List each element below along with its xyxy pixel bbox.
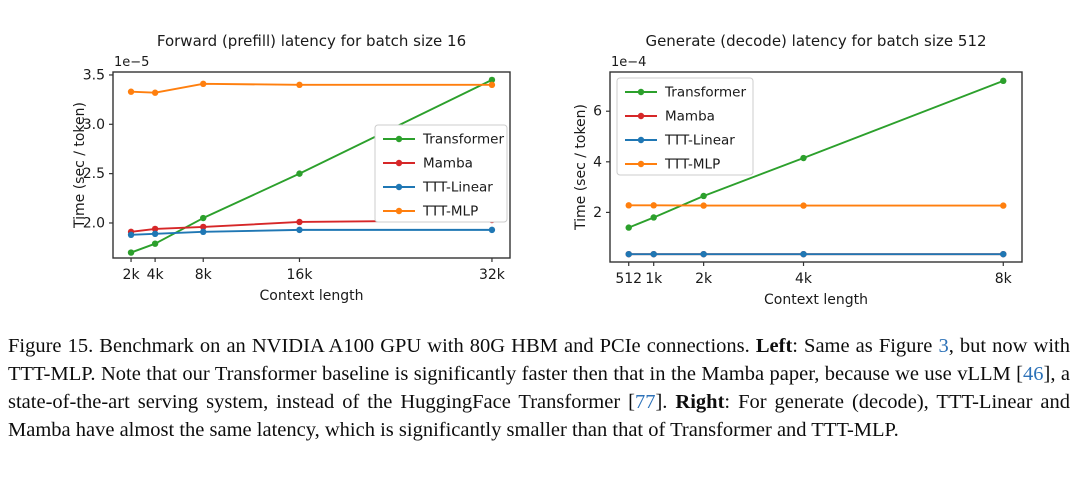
- legend-label: TTT-Linear: [664, 133, 735, 149]
- data-point-ttt-linear: [1000, 250, 1007, 258]
- data-point-ttt-linear: [200, 228, 207, 236]
- x-tick-label: 32k: [479, 267, 506, 283]
- data-point-ttt-mlp: [700, 202, 707, 209]
- caption-text: : For generate (decode), TTT-Linear and …: [8, 391, 1071, 441]
- legend-marker: [637, 136, 645, 144]
- caption-text: ], a state-of-the-art serving system, in…: [8, 363, 1070, 413]
- caption-text: Figure 15. Benchmark on an NVIDIA A100 G…: [8, 335, 756, 357]
- legend-marker: [395, 207, 403, 215]
- y-tick-label: 3.5: [83, 67, 105, 83]
- chart-title: Generate (decode) latency for batch size…: [645, 32, 986, 50]
- data-point-transformer: [488, 76, 496, 84]
- y-tick-label: 2: [593, 205, 602, 221]
- y-axis-label: Time (sec / token): [72, 102, 88, 229]
- x-tick-label: 4k: [147, 267, 165, 283]
- caption-text: : Same as Figure: [792, 335, 939, 357]
- data-point-transformer: [625, 224, 632, 231]
- x-axis-label: Context length: [260, 288, 364, 304]
- data-point-ttt-mlp: [127, 88, 135, 95]
- data-point-ttt-mlp: [625, 202, 632, 209]
- legend-marker: [637, 88, 645, 96]
- legend-label: Transformer: [422, 132, 504, 148]
- data-point-mamba: [200, 223, 207, 231]
- data-point-transformer: [151, 240, 159, 247]
- data-point-transformer: [127, 249, 135, 256]
- data-point-ttt-linear: [625, 250, 632, 258]
- data-point-ttt-mlp: [296, 81, 303, 89]
- caption-bold-label: Left: [755, 335, 793, 357]
- x-tick-label: 1k: [645, 271, 663, 287]
- citation-link[interactable]: 3: [938, 335, 949, 357]
- data-point-ttt-mlp: [800, 202, 807, 209]
- data-point-transformer: [650, 214, 657, 221]
- figure-caption: Figure 15. Benchmark on an NVIDIA A100 G…: [0, 320, 1080, 444]
- caption-text: , but now with TTT-MLP. Note that our Tr…: [8, 335, 1070, 385]
- chart-title: Forward (prefill) latency for batch size…: [157, 32, 466, 50]
- data-point-ttt-linear: [296, 226, 303, 234]
- y-tick-label: 4: [593, 154, 602, 170]
- y-axis-offset-label: 1e−4: [611, 55, 646, 70]
- legend-marker: [637, 160, 645, 168]
- legend-label: Mamba: [665, 109, 715, 125]
- legend: [374, 124, 508, 223]
- legend-label: Mamba: [423, 156, 473, 172]
- series-line-ttt-mlp: [131, 82, 492, 94]
- legend-marker: [395, 135, 403, 143]
- data-point-ttt-linear: [488, 226, 496, 234]
- data-point-ttt-linear: [151, 230, 159, 238]
- data-point-ttt-linear: [127, 231, 135, 239]
- legend: [616, 77, 754, 176]
- data-point-ttt-mlp: [488, 81, 496, 89]
- data-point-ttt-linear: [800, 250, 807, 258]
- data-point-transformer: [800, 154, 807, 162]
- series-line-ttt-linear: [131, 228, 492, 236]
- x-tick-label: 4k: [795, 271, 813, 287]
- data-point-ttt-mlp: [151, 89, 159, 96]
- caption-text: ].: [655, 391, 676, 413]
- data-point-ttt-mlp: [650, 202, 657, 209]
- data-point-ttt-linear: [700, 250, 707, 258]
- y-tick-label: 2.5: [83, 166, 105, 182]
- citation-link[interactable]: 46: [1023, 363, 1044, 385]
- x-tick-label: 8k: [995, 271, 1013, 287]
- y-tick-label: 6: [593, 104, 602, 120]
- data-point-mamba: [296, 218, 303, 226]
- citation-link[interactable]: 77: [634, 391, 656, 413]
- x-tick-label: 2k: [695, 271, 713, 287]
- chart-forward-prefill-latency: Forward (prefill) latency for batch size…: [72, 32, 511, 304]
- charts-row: Forward (prefill) latency for batch size…: [72, 32, 1023, 308]
- x-tick-label: 8k: [195, 267, 213, 283]
- legend-marker: [395, 183, 403, 191]
- data-point-ttt-mlp: [200, 80, 207, 88]
- caption-bold-label: Right: [675, 391, 725, 413]
- data-point-transformer: [296, 170, 303, 177]
- y-tick-label: 2.0: [83, 215, 105, 231]
- chart-generate-decode-latency: Generate (decode) latency for batch size…: [573, 32, 1023, 308]
- data-point-ttt-mlp: [1000, 202, 1007, 209]
- legend-label: TTT-MLP: [664, 157, 720, 173]
- y-tick-label: 3.0: [83, 117, 105, 133]
- legend-label: TTT-Linear: [422, 180, 493, 196]
- x-tick-label: 2k: [123, 267, 141, 283]
- data-point-transformer: [200, 214, 207, 222]
- data-point-ttt-linear: [650, 250, 657, 258]
- data-point-mamba: [151, 225, 159, 233]
- x-axis-label: Context length: [764, 292, 868, 308]
- data-point-transformer: [700, 192, 707, 200]
- legend-marker: [637, 112, 645, 120]
- legend-marker: [395, 159, 403, 167]
- legend-label: TTT-MLP: [422, 204, 478, 220]
- legend-label: Transformer: [664, 85, 746, 101]
- plot-area: [609, 71, 1023, 263]
- x-tick-label: 512: [615, 271, 642, 287]
- data-point-transformer: [1000, 77, 1007, 85]
- x-tick-label: 16k: [287, 267, 314, 283]
- y-axis-offset-label: 1e−5: [114, 55, 149, 70]
- y-axis-label: Time (sec / token): [573, 104, 589, 231]
- plot-area: [112, 71, 511, 259]
